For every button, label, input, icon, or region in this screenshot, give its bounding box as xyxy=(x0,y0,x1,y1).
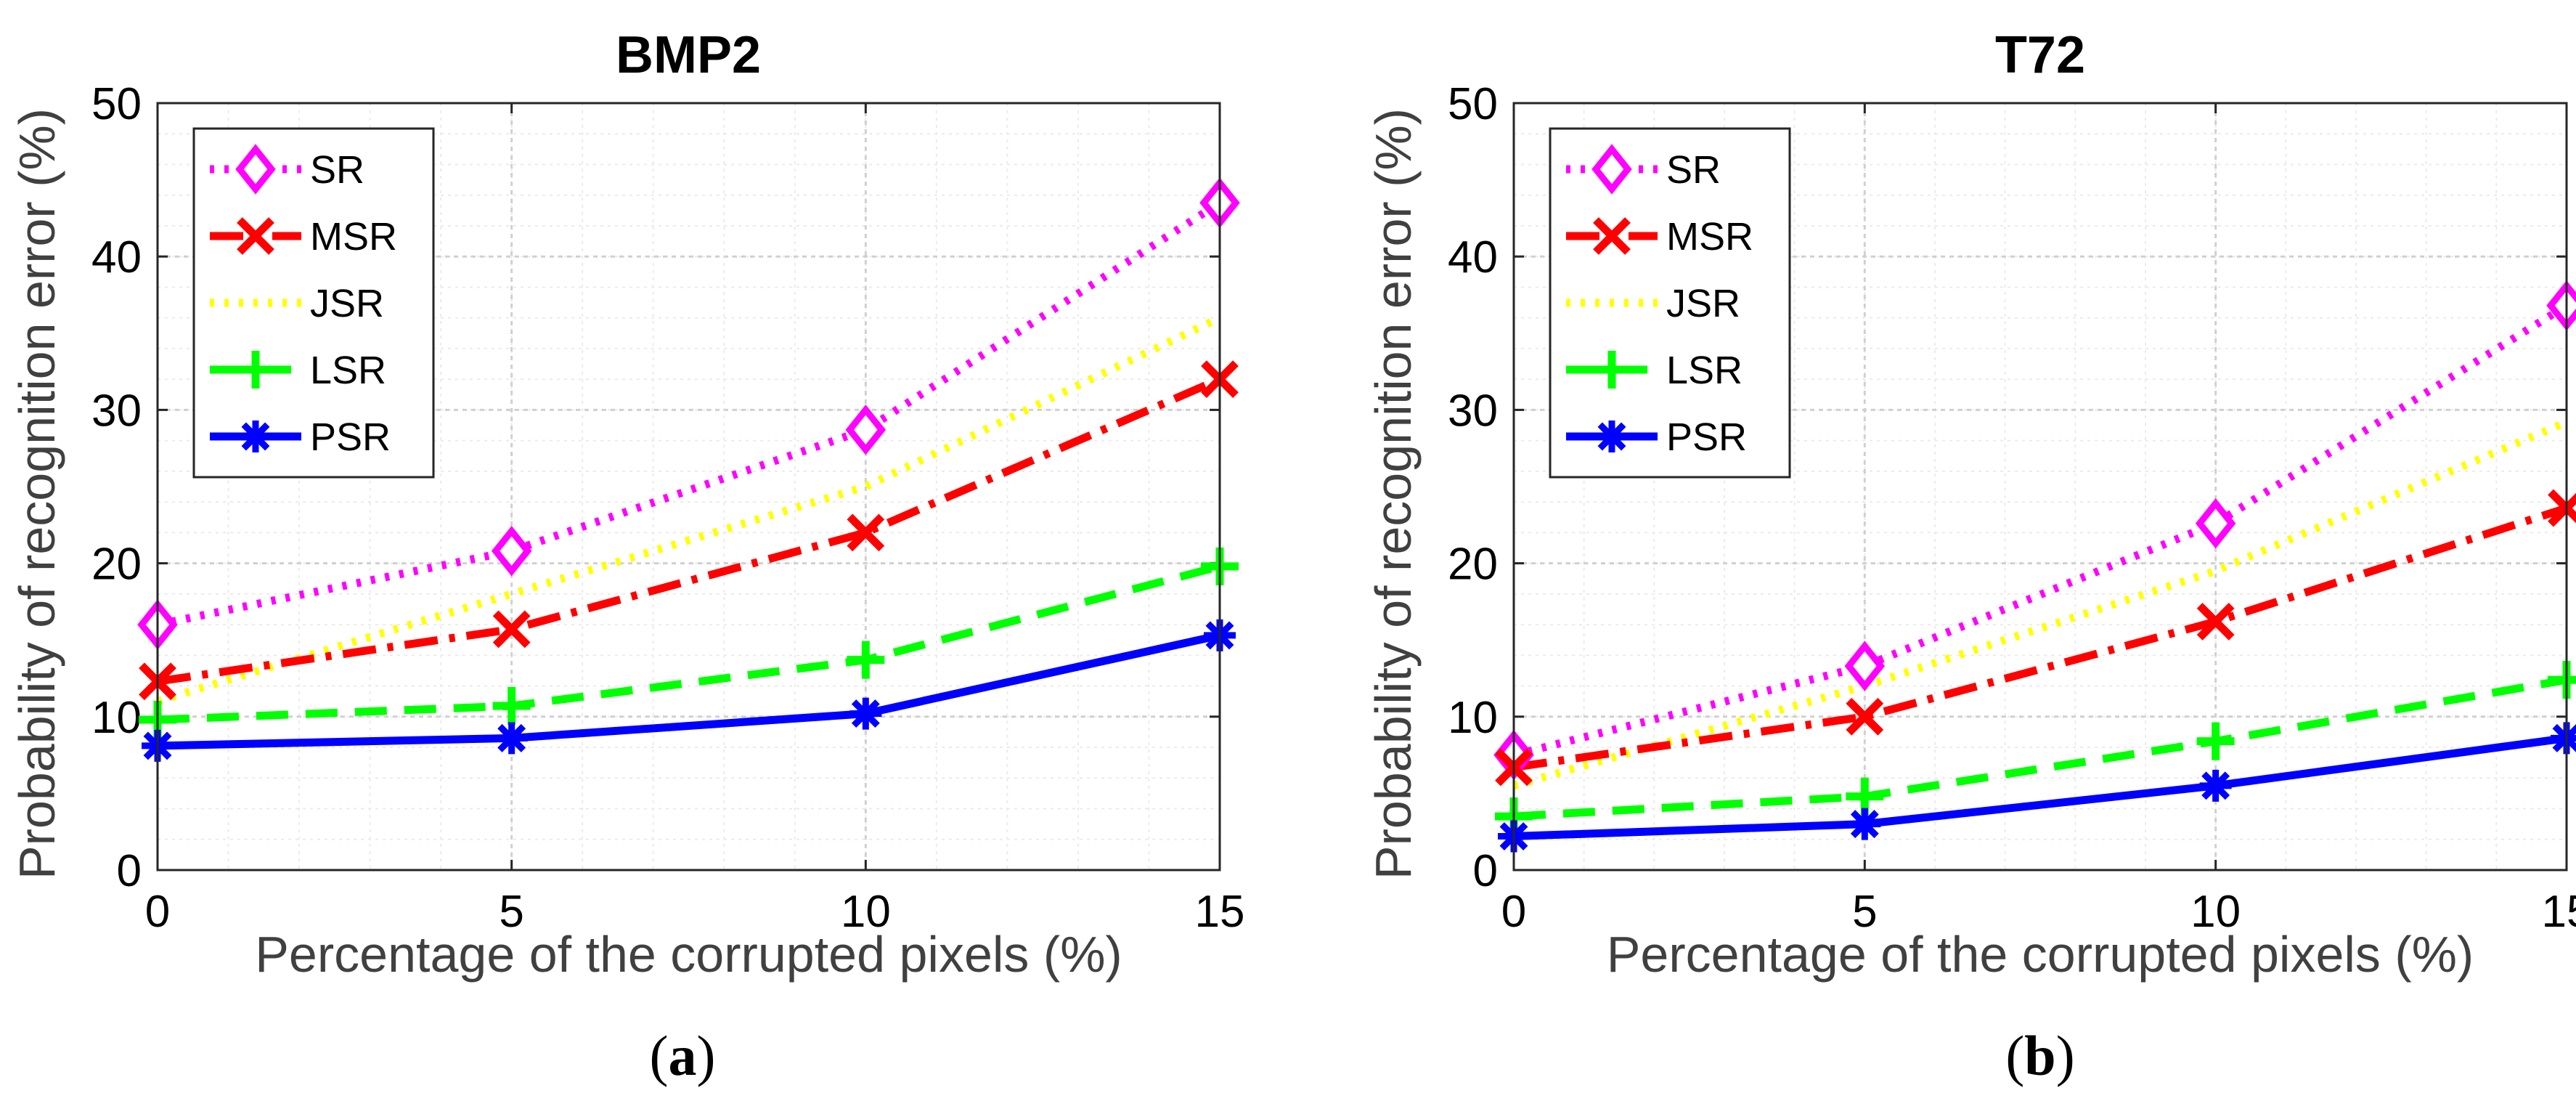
caption-letter: b xyxy=(2024,1024,2055,1087)
legend-item-jsr: JSR xyxy=(1566,282,1740,325)
legend-label: SR xyxy=(1666,148,1721,192)
legend: SR MSR JSR LSR PSR xyxy=(192,127,435,479)
legend-item-sr: SR xyxy=(210,144,364,195)
x-tick-label: 5 xyxy=(1852,887,1877,937)
data-point-psr xyxy=(849,697,882,730)
data-point-msr xyxy=(2196,602,2235,641)
x-tick-label: 15 xyxy=(1195,887,1245,937)
data-point-sr xyxy=(845,405,886,455)
y-tick-label: 20 xyxy=(91,540,142,590)
legend-item-sr: SR xyxy=(1566,144,1721,195)
y-tick-label: 20 xyxy=(1448,540,1498,590)
data-point-lsr xyxy=(492,687,531,726)
series-line-psr xyxy=(157,631,1221,750)
legend-marker xyxy=(1593,217,1631,255)
legend-marker xyxy=(240,421,272,452)
subfigure-caption: (b) xyxy=(2005,1024,2074,1087)
chart-bmp2: 0 5 10 15 0 10 20 30 40 50 BMP2 Percentage of the c… xyxy=(9,26,1244,1087)
subfigure-caption: (a) xyxy=(650,1024,716,1087)
series-line-lsr xyxy=(1513,675,2567,821)
legend-label: JSR xyxy=(1666,282,1740,325)
caption-open-paren: ( xyxy=(650,1024,669,1087)
legend-item-msr: MSR xyxy=(210,215,397,259)
legend-marker xyxy=(1593,351,1631,389)
caption-open-paren: ( xyxy=(2005,1024,2024,1087)
y-tick-label: 10 xyxy=(1448,693,1498,743)
legend-item-lsr: LSR xyxy=(210,349,386,392)
x-tick-label: 10 xyxy=(2190,887,2241,937)
legend-marker xyxy=(235,144,276,195)
legend-item-jsr: JSR xyxy=(210,282,384,325)
x-tick-label: 0 xyxy=(145,887,170,937)
y-tick-label: 40 xyxy=(91,232,142,283)
caption-letter: a xyxy=(669,1024,697,1087)
x-axis-label: Percentage of the corrupted pixels (%) xyxy=(1607,926,2474,983)
data-point-sr xyxy=(2195,497,2236,549)
legend-marker xyxy=(1596,421,1628,452)
y-tick-label: 30 xyxy=(91,386,142,436)
y-tick-label: 50 xyxy=(91,79,142,129)
x-tick-label: 5 xyxy=(499,887,523,937)
series-line-psr xyxy=(1513,734,2567,841)
y-axis-label: Probability of recognition error (%) xyxy=(9,108,65,879)
legend-label: MSR xyxy=(1666,215,1753,259)
legend-marker xyxy=(237,217,274,255)
series-line-msr xyxy=(1513,504,2568,771)
legend: SR MSR JSR LSR PSR xyxy=(1549,127,1791,479)
x-tick-label: 15 xyxy=(2542,887,2576,937)
y-tick-label: 0 xyxy=(117,846,142,896)
legend-label: SR xyxy=(310,148,364,192)
legend-box xyxy=(1549,127,1791,479)
legend-label: LSR xyxy=(1666,349,1743,392)
data-point-msr xyxy=(847,513,885,552)
data-point-sr xyxy=(491,526,532,577)
legend-label: PSR xyxy=(310,415,391,459)
y-tick-label: 30 xyxy=(1448,386,1498,436)
x-tick-label: 0 xyxy=(1501,887,1526,937)
chart-t72: 0 5 10 15 0 10 20 30 40 50 T72 Percentage of the co… xyxy=(1365,26,2576,1087)
axes-box xyxy=(156,102,1221,872)
series-line-lsr xyxy=(157,562,1221,724)
caption-close-paren: ) xyxy=(697,1024,716,1087)
legend-item-msr: MSR xyxy=(1566,215,1753,259)
legend-label: PSR xyxy=(1666,415,1747,459)
data-point-msr xyxy=(492,610,531,649)
y-tick-label: 40 xyxy=(1448,232,1498,283)
axes-box xyxy=(1512,102,2568,872)
caption-close-paren: ) xyxy=(2056,1024,2075,1087)
legend-label: LSR xyxy=(310,349,386,392)
data-point-psr xyxy=(2199,769,2232,802)
data-point-lsr xyxy=(2196,722,2235,760)
legend-box xyxy=(192,127,435,479)
data-point-sr xyxy=(1844,641,1886,691)
y-tick-label: 50 xyxy=(1448,79,1498,129)
legend-label: JSR xyxy=(310,282,384,325)
legend-marker xyxy=(237,351,274,389)
legend-item-psr: PSR xyxy=(1566,415,1747,459)
chart-title: BMP2 xyxy=(616,26,761,84)
data-point-psr xyxy=(495,722,528,755)
data-point-lsr xyxy=(847,641,885,679)
x-axis-label: Percentage of the corrupted pixels (%) xyxy=(255,926,1122,983)
y-tick-label: 0 xyxy=(1473,846,1498,896)
data-point-psr xyxy=(1849,808,1881,840)
data-point-psr xyxy=(2551,722,2576,755)
legend-item-psr: PSR xyxy=(210,415,391,459)
chart-title: T72 xyxy=(1995,26,2085,84)
series-line-sr xyxy=(156,199,1222,629)
series-line-jsr xyxy=(156,314,1222,705)
y-tick-label: 10 xyxy=(91,693,142,743)
y-axis-label: Probability of recognition error (%) xyxy=(1365,108,1422,879)
legend-marker xyxy=(1591,144,1632,195)
series-group xyxy=(137,177,1240,762)
series-line-sr xyxy=(1512,302,2569,759)
legend-item-lsr: LSR xyxy=(1566,349,1743,392)
legend-label: MSR xyxy=(310,215,397,259)
data-point-msr xyxy=(1846,697,1884,736)
x-tick-label: 10 xyxy=(841,887,891,937)
